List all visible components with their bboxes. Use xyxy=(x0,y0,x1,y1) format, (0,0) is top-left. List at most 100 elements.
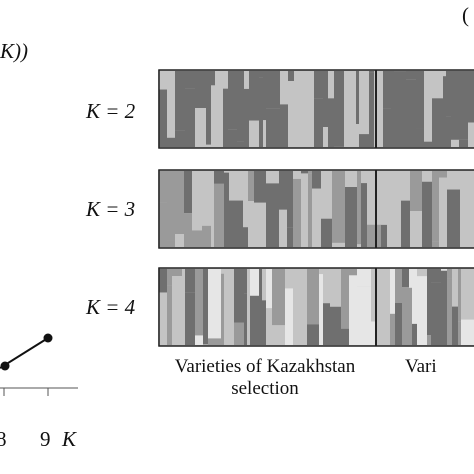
column xyxy=(234,269,244,323)
column xyxy=(244,269,247,294)
column xyxy=(369,71,374,73)
column xyxy=(300,119,314,147)
column xyxy=(301,171,308,174)
column xyxy=(293,178,301,247)
column xyxy=(402,287,409,345)
column xyxy=(214,171,224,184)
column xyxy=(175,130,185,147)
column xyxy=(175,171,184,235)
column xyxy=(185,292,195,345)
column xyxy=(451,139,459,147)
column xyxy=(427,269,431,336)
column xyxy=(369,72,374,147)
column xyxy=(221,269,224,274)
column xyxy=(208,338,221,345)
column xyxy=(446,116,451,147)
column xyxy=(323,127,328,147)
column xyxy=(184,213,192,247)
column xyxy=(381,171,387,225)
column xyxy=(352,91,356,147)
column xyxy=(463,174,474,247)
point xyxy=(43,333,53,343)
column xyxy=(441,270,447,345)
column xyxy=(377,329,390,345)
column xyxy=(439,177,447,247)
column xyxy=(228,71,237,130)
column xyxy=(410,171,422,212)
column xyxy=(303,286,307,345)
column xyxy=(185,269,195,293)
column xyxy=(357,269,371,287)
column xyxy=(332,242,345,247)
column xyxy=(359,134,369,147)
column xyxy=(432,241,439,247)
column xyxy=(263,71,266,121)
column xyxy=(328,71,334,99)
column xyxy=(159,202,167,247)
column xyxy=(383,71,391,109)
column xyxy=(341,269,349,329)
column xyxy=(352,71,356,92)
column xyxy=(223,88,228,147)
column xyxy=(367,224,381,247)
column xyxy=(323,71,328,128)
column xyxy=(357,244,361,247)
column xyxy=(288,71,294,82)
column xyxy=(349,269,357,276)
column xyxy=(248,201,254,247)
column xyxy=(417,269,427,277)
column xyxy=(334,146,344,147)
column xyxy=(314,71,323,99)
column xyxy=(159,269,167,293)
panel-border xyxy=(158,267,474,347)
column xyxy=(312,188,321,247)
column xyxy=(367,171,381,225)
column xyxy=(387,196,401,247)
column xyxy=(422,171,432,182)
column xyxy=(371,321,377,345)
column xyxy=(254,202,266,247)
column xyxy=(401,171,410,201)
column xyxy=(184,171,192,214)
column xyxy=(192,230,202,247)
column xyxy=(410,211,422,247)
column xyxy=(294,144,300,147)
point xyxy=(0,361,10,371)
column xyxy=(406,71,416,80)
column xyxy=(468,122,474,147)
column xyxy=(229,171,243,201)
column xyxy=(416,71,424,129)
column xyxy=(422,181,432,247)
structure-panels xyxy=(158,69,474,347)
column xyxy=(468,71,474,123)
column xyxy=(409,269,412,288)
column xyxy=(441,269,447,271)
column xyxy=(159,292,167,345)
column xyxy=(172,276,182,345)
row-label: K = 2 xyxy=(85,99,136,123)
column xyxy=(206,144,211,147)
column xyxy=(361,183,367,247)
column xyxy=(288,81,294,147)
column xyxy=(447,278,452,345)
column xyxy=(266,269,272,309)
column xyxy=(266,108,280,147)
column xyxy=(223,71,228,89)
column xyxy=(461,319,474,345)
column xyxy=(159,71,167,90)
column xyxy=(412,323,417,345)
column xyxy=(266,171,279,184)
column xyxy=(248,171,254,202)
panel-label: ( xyxy=(462,3,469,27)
group-label: Varieties of Kazakhstan xyxy=(175,356,356,377)
column xyxy=(321,218,332,247)
column xyxy=(247,309,250,345)
column xyxy=(424,141,432,147)
column xyxy=(243,227,248,247)
column xyxy=(395,303,402,345)
column xyxy=(195,108,206,147)
column xyxy=(287,171,293,228)
column xyxy=(341,328,349,345)
column xyxy=(293,334,303,345)
column xyxy=(195,71,206,109)
